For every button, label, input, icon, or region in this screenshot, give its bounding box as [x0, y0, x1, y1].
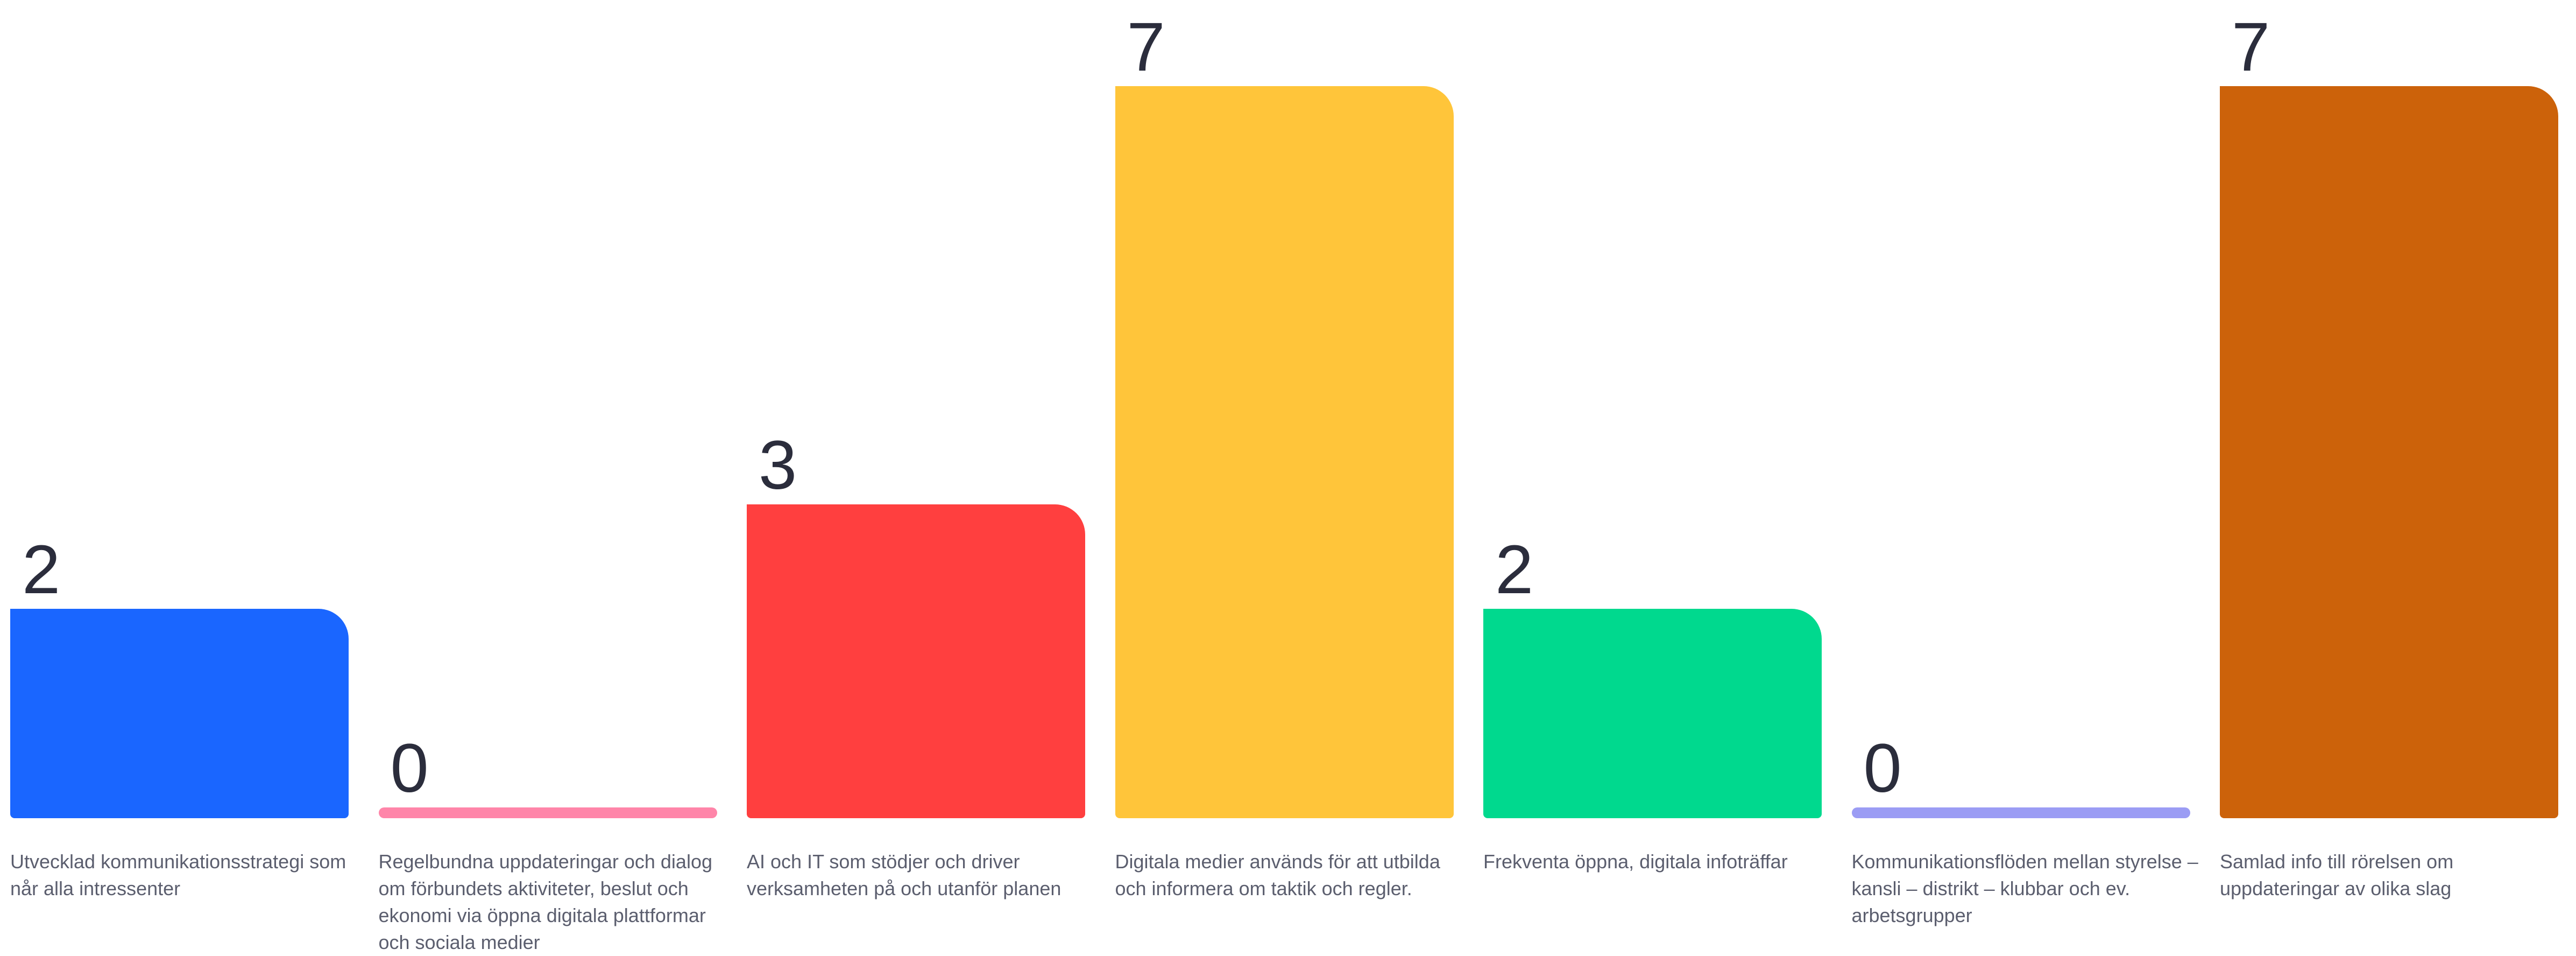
bar-6	[1851, 807, 2190, 818]
value-label-3: 3	[759, 427, 797, 504]
bar-3	[747, 504, 1085, 818]
bar-5	[1483, 609, 1822, 818]
category-label-3: AI och IT som stödjer och driver verksam…	[747, 850, 1061, 899]
category-label-2: Regelbundna uppdateringar och dialog om …	[378, 850, 713, 953]
category-label-1: Utvecklad kommunikationsstrategi som når…	[10, 850, 346, 899]
category-label-7: Samlad info till rörelsen om uppdatering…	[2220, 850, 2454, 899]
value-label-4: 7	[1127, 9, 1165, 86]
value-label-2: 0	[390, 730, 429, 807]
category-label-5: Frekventa öppna, digitala infoträffar	[1483, 850, 1788, 873]
value-label-7: 7	[2232, 9, 2270, 86]
bar-1	[10, 609, 349, 818]
value-label-5: 2	[1495, 531, 1534, 609]
category-label-4: Digitala medier används för att utbilda …	[1115, 850, 1440, 899]
bar-4	[1115, 86, 1454, 818]
category-label-6: Kommunikationsflöden mellan styrelse – k…	[1851, 850, 2198, 926]
bar-2	[378, 807, 717, 818]
value-label-1: 2	[22, 531, 61, 609]
value-label-6: 0	[1863, 730, 1902, 807]
bar-7	[2220, 86, 2558, 818]
